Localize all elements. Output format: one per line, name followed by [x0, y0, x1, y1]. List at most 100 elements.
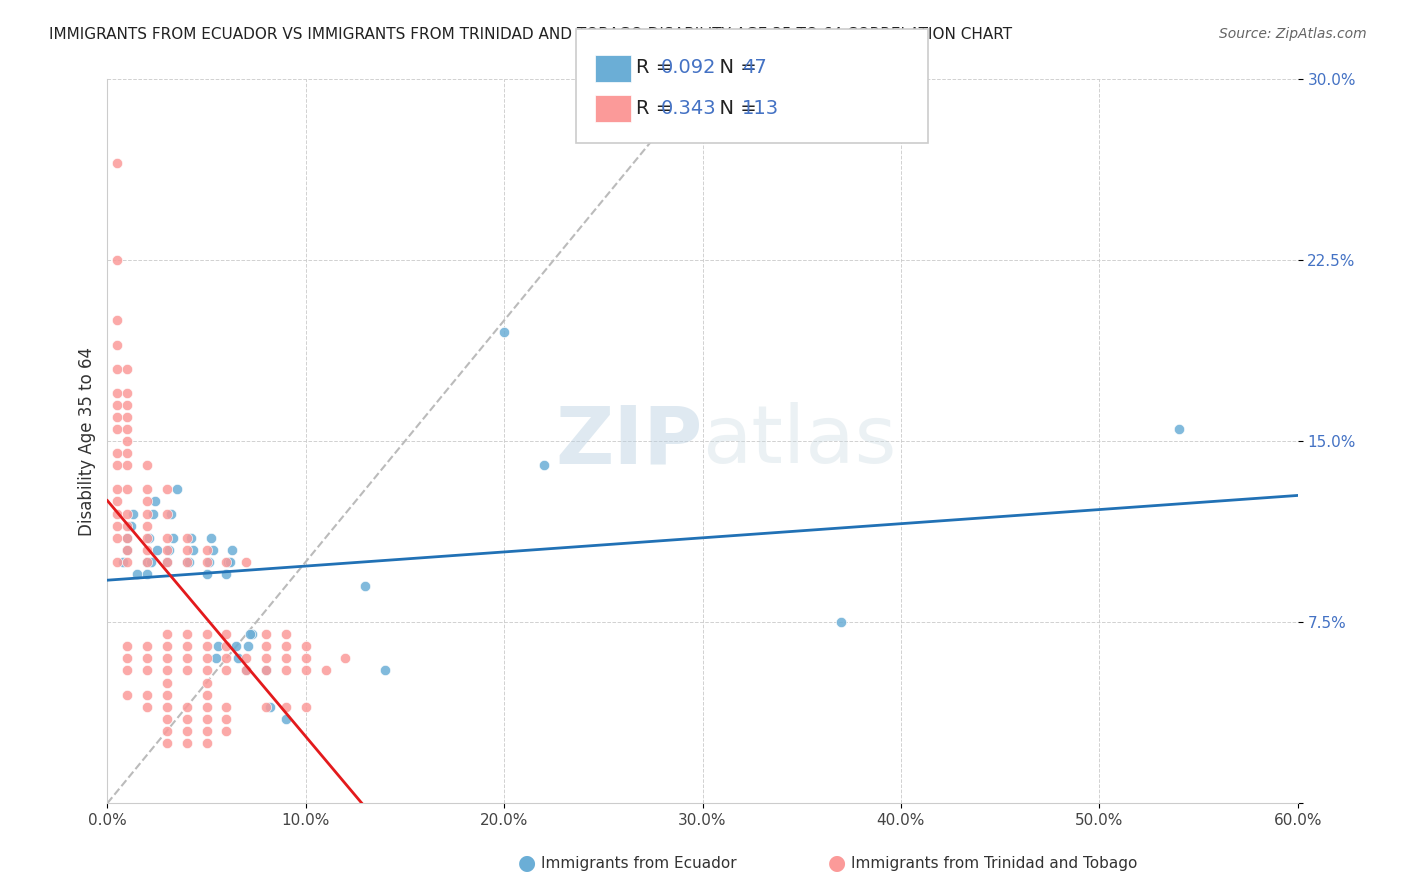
Point	[215, 699, 238, 714]
Point	[181, 542, 204, 557]
Point	[215, 664, 238, 678]
Point	[156, 723, 179, 738]
Point	[136, 688, 159, 702]
Point	[156, 640, 179, 654]
Point	[156, 675, 179, 690]
Point	[195, 688, 218, 702]
Point	[201, 542, 224, 557]
Point	[142, 507, 165, 521]
Text: Immigrants from Ecuador: Immigrants from Ecuador	[541, 856, 737, 871]
Point	[136, 640, 159, 654]
Point	[235, 664, 257, 678]
Point	[176, 651, 198, 665]
Point	[136, 555, 159, 569]
Point	[136, 664, 159, 678]
Point	[156, 651, 179, 665]
Text: atlas: atlas	[703, 402, 897, 480]
Point	[195, 699, 218, 714]
Text: Source: ZipAtlas.com: Source: ZipAtlas.com	[1219, 27, 1367, 41]
Point	[207, 640, 229, 654]
Text: IMMIGRANTS FROM ECUADOR VS IMMIGRANTS FROM TRINIDAD AND TOBAGO DISABILITY AGE 35: IMMIGRANTS FROM ECUADOR VS IMMIGRANTS FR…	[49, 27, 1012, 42]
Point	[215, 566, 238, 581]
Point	[136, 531, 159, 545]
Point	[205, 651, 228, 665]
Point	[221, 542, 243, 557]
Point	[115, 555, 138, 569]
Text: R =: R =	[636, 99, 678, 118]
Point	[105, 422, 128, 436]
Point	[254, 651, 277, 665]
Point	[105, 507, 128, 521]
Text: 113: 113	[742, 99, 779, 118]
Point	[195, 542, 218, 557]
Point	[157, 542, 180, 557]
Point	[105, 385, 128, 400]
Point	[122, 507, 145, 521]
Text: 47: 47	[742, 57, 768, 77]
Point	[374, 664, 396, 678]
Point	[215, 627, 238, 641]
Point	[136, 542, 159, 557]
Point	[274, 651, 297, 665]
Point	[195, 664, 218, 678]
Point	[533, 458, 555, 473]
Point	[830, 615, 852, 629]
Point	[105, 313, 128, 327]
Point	[115, 422, 138, 436]
Point	[274, 640, 297, 654]
Point	[105, 458, 128, 473]
Point	[105, 555, 128, 569]
Point	[156, 688, 179, 702]
Point	[254, 664, 277, 678]
Point	[115, 651, 138, 665]
Point	[176, 640, 198, 654]
Point	[156, 699, 179, 714]
Point	[195, 640, 218, 654]
Point	[156, 542, 179, 557]
Point	[112, 555, 135, 569]
Text: N =: N =	[707, 99, 763, 118]
Point	[235, 664, 257, 678]
Point	[195, 675, 218, 690]
Point	[197, 555, 219, 569]
Point	[195, 627, 218, 641]
Point	[274, 664, 297, 678]
Point	[219, 555, 242, 569]
Point	[105, 483, 128, 497]
Point	[176, 723, 198, 738]
Point	[335, 651, 357, 665]
Point	[115, 664, 138, 678]
Point	[115, 409, 138, 424]
Point	[115, 434, 138, 449]
Point	[115, 531, 138, 545]
Point	[195, 723, 218, 738]
Text: ZIP: ZIP	[555, 402, 703, 480]
Point	[156, 712, 179, 726]
Text: N =: N =	[707, 57, 763, 77]
Point	[176, 712, 198, 726]
Point	[176, 555, 198, 569]
Point	[254, 699, 277, 714]
Point	[115, 688, 138, 702]
Point	[105, 361, 128, 376]
Point	[156, 483, 179, 497]
Text: R =: R =	[636, 57, 678, 77]
Point	[195, 566, 218, 581]
Point	[1167, 422, 1189, 436]
Point	[254, 627, 277, 641]
Point	[156, 736, 179, 750]
Point	[195, 712, 218, 726]
Point	[160, 507, 183, 521]
Point	[240, 627, 263, 641]
Point	[105, 531, 128, 545]
Point	[176, 542, 198, 557]
Point	[115, 518, 138, 533]
Point	[294, 699, 316, 714]
Point	[105, 156, 128, 170]
Point	[215, 651, 238, 665]
Point	[156, 507, 179, 521]
Point	[176, 531, 198, 545]
Point	[115, 361, 138, 376]
Point	[143, 494, 166, 508]
Point	[136, 458, 159, 473]
